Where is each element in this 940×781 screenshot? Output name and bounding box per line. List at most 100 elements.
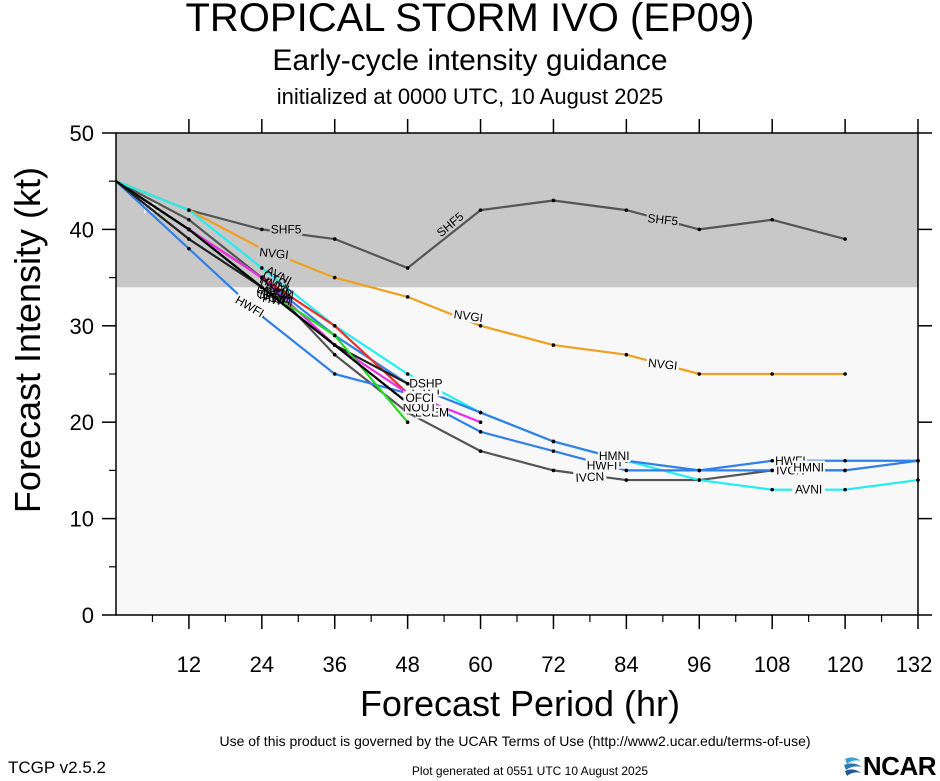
generated-time: Plot generated at 0551 UTC 10 August 202…: [411, 764, 649, 778]
data-point-avni: [260, 266, 264, 270]
data-point-nvgi: [697, 372, 702, 376]
series-label-text: AVNI: [795, 483, 822, 497]
data-point-nout: [332, 333, 337, 338]
series-label-text: IVCN: [575, 469, 604, 484]
data-point-lgem: [260, 275, 264, 280]
cluster-label-ivcn: IVCN: [264, 284, 294, 302]
y-tick-label: 0: [82, 603, 94, 628]
series-label-bg: [792, 460, 826, 474]
data-point-hwfi: [770, 458, 774, 463]
data-point-nvgi: [332, 275, 337, 280]
series-label-hwfi: HWFI: [585, 458, 619, 473]
data-point-hwfi: [843, 458, 847, 463]
tropical-storm-band: [116, 133, 918, 288]
x-tick-label: 72: [541, 652, 565, 677]
series-label-ofci: OFCI: [403, 391, 437, 405]
x-tick-label: 60: [468, 652, 492, 677]
series-label-text: NVGI: [259, 245, 290, 262]
series-label-bg: [573, 469, 607, 484]
data-point-hmni: [697, 468, 702, 473]
series-label-nvgi: NVGI: [451, 306, 486, 325]
data-point-shf5: [405, 266, 410, 270]
series-label-dshp: DSHP: [409, 376, 443, 391]
series-label-bg: [451, 306, 486, 325]
version-label: TCGP v2.5.2: [8, 758, 106, 777]
data-point-shf5: [624, 208, 629, 212]
series-label-text: HMNI: [793, 461, 824, 475]
series-label-avni: AVNI: [792, 482, 826, 497]
data-point-hwfi: [478, 430, 483, 434]
data-point-hmni: [843, 468, 847, 473]
data-point-hmni: [770, 468, 774, 473]
data-point-ivcn: [478, 449, 483, 453]
data-point-ofci: [260, 285, 264, 290]
data-point-nvgi: [843, 372, 847, 376]
data-point-shf5: [332, 237, 337, 241]
data-point-nvgi: [551, 343, 556, 347]
terms-of-use: Use of this product is governed by the U…: [219, 733, 811, 749]
x-tick-label: 48: [395, 652, 419, 677]
data-point-hwfi: [624, 468, 629, 473]
data-point-avni: [405, 372, 410, 376]
series-label-text: SHF5: [647, 211, 679, 228]
series-label-bg: [269, 222, 303, 236]
data-point-shf5: [551, 198, 556, 203]
ncar-logo-icon: [843, 757, 862, 776]
data-point-nvgi: [770, 372, 774, 376]
x-tick-label: 132: [896, 652, 933, 677]
y-tick-label: 40: [70, 217, 94, 242]
x-axis-label: Forecast Period (hr): [359, 683, 681, 724]
series-label-text: NVGI: [453, 307, 484, 325]
data-point-avni: [697, 478, 702, 482]
series-label-text: NOUT: [403, 401, 438, 415]
data-point-ivcn: [551, 468, 556, 473]
series-label-bg: [645, 211, 680, 228]
ncar-logo: NCAR: [843, 751, 937, 781]
data-point-dshp: [187, 237, 191, 241]
data-point-nvgi: [405, 295, 410, 299]
series-label-ivcn: IVCN: [573, 469, 607, 485]
data-point-lgem: [478, 420, 483, 425]
series-label-text: OFCI: [405, 391, 434, 405]
x-tick-label: 36: [322, 652, 346, 677]
x-tick-label: 108: [754, 652, 791, 677]
series-label-nvgi: NVGI: [257, 244, 292, 262]
data-point-ivcn: [187, 217, 191, 222]
series-label-bg: [792, 482, 826, 496]
series-label-text: HWFI: [587, 459, 618, 473]
y-tick-label: 10: [70, 507, 94, 532]
y-tick-label: 20: [70, 410, 94, 435]
data-point-hwfi: [187, 246, 191, 251]
data-point-ivcn: [332, 352, 337, 357]
y-tick-label: 30: [70, 314, 94, 339]
data-point-ivcn: [624, 478, 629, 482]
series-label-text: NVGI: [647, 356, 678, 373]
data-point-ctci: [332, 324, 337, 328]
init-time: initialized at 0000 UTC, 10 August 2025: [276, 84, 664, 109]
data-point-avni: [843, 487, 847, 492]
data-point-avni: [770, 487, 774, 492]
ncar-logo-text: NCAR: [862, 751, 937, 781]
x-tick-label: 96: [687, 652, 711, 677]
data-point-shf5: [478, 208, 483, 212]
series-label-text: DSHP: [409, 377, 442, 391]
data-point-nvgi: [624, 352, 629, 357]
series-label-bg: [645, 355, 680, 373]
series-label-bg: [597, 448, 631, 462]
data-point-hwfi: [551, 449, 556, 453]
data-point-shf5: [770, 217, 774, 222]
data-point-shf5: [843, 237, 847, 241]
series-label-bg: [409, 376, 443, 390]
data-point-dshp: [405, 381, 410, 386]
data-point-ofci: [187, 227, 191, 232]
chart-subtitle: Early-cycle intensity guidance: [272, 44, 668, 77]
series-label-bg: [403, 391, 437, 405]
y-axis-label: Forecast Intensity (kt): [7, 166, 48, 514]
data-point-hmni: [551, 439, 556, 444]
y-tick-label: 50: [70, 121, 94, 146]
x-tick-label: 84: [614, 652, 638, 677]
data-point-avni: [187, 208, 191, 212]
x-tick-label: 12: [177, 652, 201, 677]
series-label-nvgi: NVGI: [645, 355, 680, 373]
